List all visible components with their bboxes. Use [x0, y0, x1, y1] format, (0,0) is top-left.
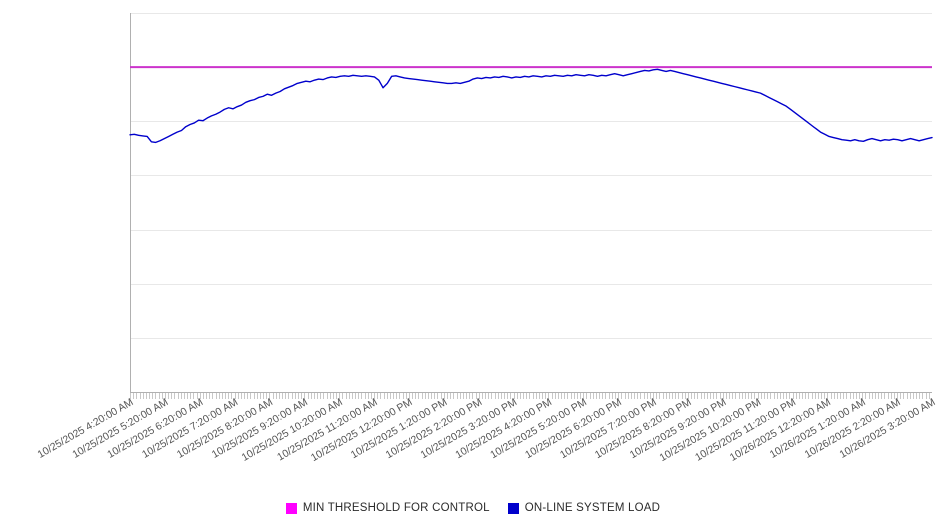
legend-item-on-line-system-load[interactable]: ON-LINE SYSTEM LOAD	[507, 502, 661, 514]
legend-swatch-icon-threshold	[285, 502, 297, 514]
legend-label-threshold: MIN THRESHOLD FOR CONTROL	[302, 502, 490, 514]
legend-item-min-threshold-for-control[interactable]: MIN THRESHOLD FOR CONTROL	[285, 502, 490, 514]
x-axis-minor-ticks	[130, 393, 930, 399]
gridlines	[130, 13, 932, 393]
chart-legend: MIN THRESHOLD FOR CONTROL ON-LINE SYSTEM…	[0, 496, 946, 520]
legend-swatch-icon-load	[507, 502, 519, 514]
series-on-line-system-load	[129, 68, 933, 144]
legend-label-load: ON-LINE SYSTEM LOAD	[524, 502, 661, 514]
